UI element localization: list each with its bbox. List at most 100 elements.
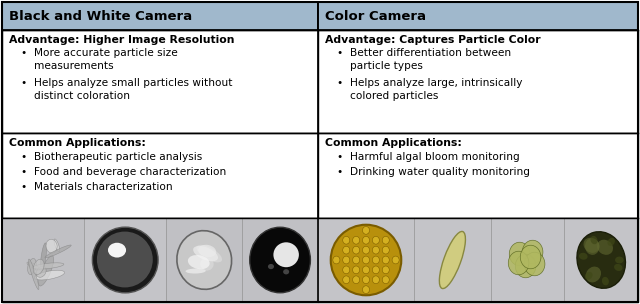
Ellipse shape bbox=[362, 246, 369, 254]
Ellipse shape bbox=[382, 256, 389, 264]
Ellipse shape bbox=[92, 227, 158, 293]
Ellipse shape bbox=[54, 239, 60, 252]
Text: •: • bbox=[337, 78, 343, 88]
Ellipse shape bbox=[382, 266, 389, 274]
Ellipse shape bbox=[508, 251, 529, 275]
Ellipse shape bbox=[45, 245, 71, 258]
Ellipse shape bbox=[353, 246, 360, 254]
Ellipse shape bbox=[362, 286, 369, 294]
Ellipse shape bbox=[614, 264, 623, 271]
Text: Advantage: Higher Image Resolution: Advantage: Higher Image Resolution bbox=[9, 35, 234, 45]
Ellipse shape bbox=[27, 262, 40, 270]
Ellipse shape bbox=[198, 245, 216, 257]
Text: Materials characterization: Materials characterization bbox=[34, 182, 173, 192]
Text: Better differentiation between
particle types: Better differentiation between particle … bbox=[350, 48, 511, 71]
Bar bbox=[166, 218, 242, 302]
Text: More accurate particle size
measurements: More accurate particle size measurements bbox=[34, 48, 178, 71]
Ellipse shape bbox=[362, 276, 369, 284]
Bar bbox=[2, 218, 318, 302]
Ellipse shape bbox=[35, 270, 65, 280]
Bar bbox=[84, 218, 166, 302]
Text: Drinking water quality monitoring: Drinking water quality monitoring bbox=[350, 167, 530, 177]
Ellipse shape bbox=[333, 256, 340, 264]
Bar bbox=[318, 133, 638, 218]
Ellipse shape bbox=[273, 242, 299, 267]
Ellipse shape bbox=[113, 248, 133, 268]
Ellipse shape bbox=[585, 272, 593, 280]
Text: •: • bbox=[21, 182, 27, 192]
Ellipse shape bbox=[372, 246, 380, 254]
Ellipse shape bbox=[520, 245, 541, 269]
Ellipse shape bbox=[372, 256, 380, 264]
Ellipse shape bbox=[372, 266, 380, 274]
Ellipse shape bbox=[509, 242, 530, 266]
Ellipse shape bbox=[268, 264, 274, 269]
Bar bbox=[2, 2, 318, 30]
Bar bbox=[2, 30, 318, 133]
Ellipse shape bbox=[584, 238, 600, 253]
Ellipse shape bbox=[382, 237, 389, 244]
Ellipse shape bbox=[522, 240, 543, 264]
Ellipse shape bbox=[597, 240, 613, 255]
Ellipse shape bbox=[362, 256, 369, 264]
Text: Helps analyze large, intrinsically
colored particles: Helps analyze large, intrinsically color… bbox=[350, 78, 522, 101]
Text: •: • bbox=[21, 167, 27, 177]
Ellipse shape bbox=[353, 276, 360, 284]
Ellipse shape bbox=[33, 259, 44, 275]
Ellipse shape bbox=[40, 243, 47, 271]
Bar bbox=[564, 218, 638, 302]
Ellipse shape bbox=[342, 276, 350, 284]
Text: Helps analyze small particles without
distinct coloration: Helps analyze small particles without di… bbox=[34, 78, 232, 101]
Ellipse shape bbox=[586, 267, 601, 282]
Ellipse shape bbox=[353, 266, 360, 274]
Ellipse shape bbox=[331, 225, 401, 295]
Ellipse shape bbox=[28, 258, 36, 275]
Ellipse shape bbox=[362, 237, 369, 244]
Text: •: • bbox=[337, 167, 343, 177]
Ellipse shape bbox=[602, 277, 609, 285]
Ellipse shape bbox=[579, 253, 588, 260]
Text: Common Applications:: Common Applications: bbox=[325, 138, 462, 148]
Ellipse shape bbox=[108, 243, 126, 257]
Bar bbox=[318, 218, 414, 302]
Ellipse shape bbox=[33, 263, 64, 269]
Ellipse shape bbox=[38, 256, 54, 286]
Bar bbox=[318, 30, 638, 133]
Text: •: • bbox=[21, 48, 27, 58]
Ellipse shape bbox=[382, 246, 389, 254]
Ellipse shape bbox=[342, 246, 350, 254]
Ellipse shape bbox=[372, 237, 380, 244]
Ellipse shape bbox=[342, 237, 350, 244]
Ellipse shape bbox=[607, 238, 615, 246]
Ellipse shape bbox=[177, 231, 232, 289]
Text: Biotherapeutic particle analysis: Biotherapeutic particle analysis bbox=[34, 152, 202, 162]
Ellipse shape bbox=[342, 256, 350, 264]
Ellipse shape bbox=[382, 276, 389, 284]
Ellipse shape bbox=[524, 252, 545, 276]
Bar bbox=[491, 218, 564, 302]
Bar bbox=[2, 218, 84, 302]
Ellipse shape bbox=[372, 276, 380, 284]
Text: •: • bbox=[337, 152, 343, 162]
Ellipse shape bbox=[109, 244, 139, 273]
Ellipse shape bbox=[46, 239, 57, 253]
Ellipse shape bbox=[196, 245, 222, 262]
Ellipse shape bbox=[585, 238, 600, 255]
Ellipse shape bbox=[342, 266, 350, 274]
Ellipse shape bbox=[250, 227, 310, 293]
Ellipse shape bbox=[362, 226, 369, 234]
Bar bbox=[242, 218, 318, 302]
Ellipse shape bbox=[615, 257, 624, 264]
Text: •: • bbox=[337, 48, 343, 58]
Ellipse shape bbox=[103, 237, 146, 280]
Ellipse shape bbox=[36, 267, 46, 277]
Ellipse shape bbox=[283, 269, 289, 275]
Ellipse shape bbox=[515, 254, 536, 278]
Ellipse shape bbox=[362, 266, 369, 274]
Bar bbox=[318, 218, 638, 302]
Ellipse shape bbox=[440, 231, 465, 288]
Ellipse shape bbox=[353, 256, 360, 264]
Text: Black and White Camera: Black and White Camera bbox=[9, 9, 192, 22]
Ellipse shape bbox=[591, 236, 598, 244]
Ellipse shape bbox=[188, 255, 210, 269]
